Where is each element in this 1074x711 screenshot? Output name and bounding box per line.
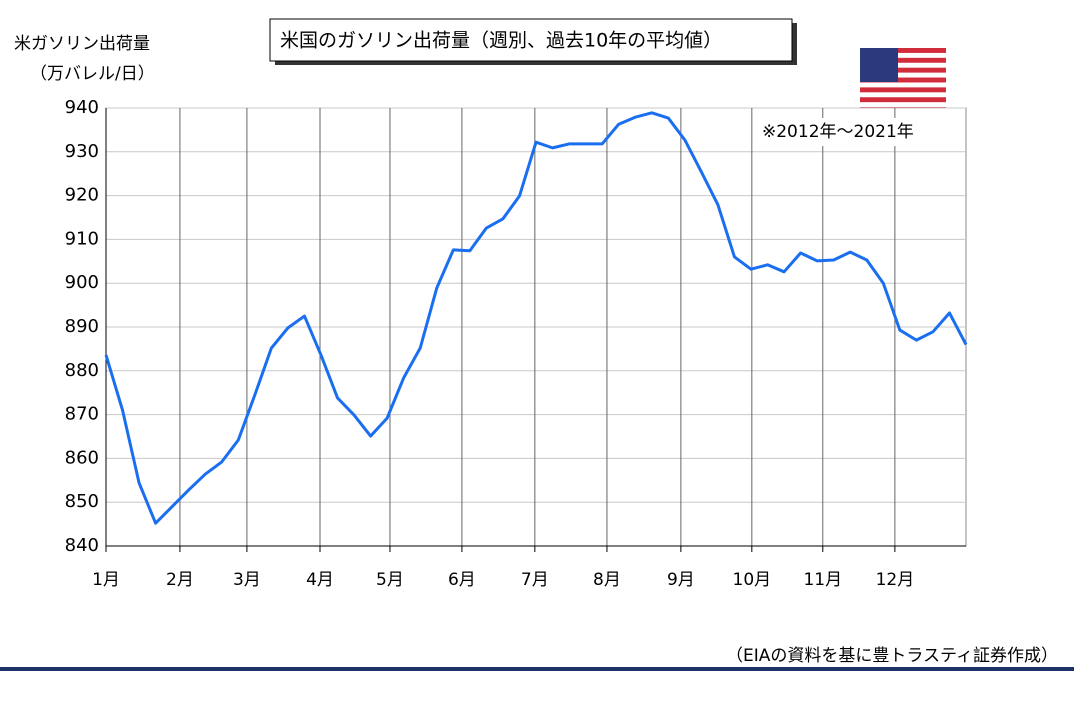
title-box xyxy=(269,18,793,62)
flag-stripe xyxy=(860,97,946,103)
flag-stripe xyxy=(860,67,946,73)
x-tick-label: 10月 xyxy=(733,570,772,590)
source: （EIAの資料を基に豊トラスティ証券作成） xyxy=(726,646,1058,666)
x-tick-label: 2月 xyxy=(166,570,194,590)
footer-rule xyxy=(0,667,1074,671)
chart-title: 米国のガソリン出荷量（週別、過去10年の平均値） xyxy=(280,30,722,52)
x-tick-label: 4月 xyxy=(306,570,334,590)
flag-stripe xyxy=(860,48,946,53)
y-tick-label: 850 xyxy=(65,491,99,512)
x-tick-label: 6月 xyxy=(448,570,476,590)
y-label: （万バレル/日） xyxy=(30,64,155,84)
flag-canton xyxy=(860,48,898,82)
y-tick-label: 920 xyxy=(65,185,99,206)
x-tick-label: 11月 xyxy=(803,570,842,590)
x-tick-label: 7月 xyxy=(521,570,549,590)
y-tick-label: 860 xyxy=(65,447,99,468)
y-tick-label: 940 xyxy=(65,97,99,118)
series-line xyxy=(104,111,968,525)
y-tick-label: 840 xyxy=(65,535,99,556)
y-tick-label: 890 xyxy=(65,316,99,337)
y-tick-label: 900 xyxy=(65,272,99,293)
y-tick-label: 870 xyxy=(65,404,99,425)
note-bg xyxy=(770,118,950,146)
y-label: 米ガソリン出荷量 xyxy=(14,34,150,54)
flag-stripe xyxy=(860,77,946,83)
x-tick-label: 3月 xyxy=(233,570,261,590)
y-tick-label: 930 xyxy=(65,141,99,162)
y-tick-label: 910 xyxy=(65,228,99,249)
x-tick-label: 5月 xyxy=(376,570,404,590)
x-tick-label: 1月 xyxy=(92,570,120,590)
x-tick-label: 9月 xyxy=(667,570,695,590)
x-tick-label: 12月 xyxy=(876,570,915,590)
flag-stripe xyxy=(860,57,946,63)
note: ※2012年～2021年 xyxy=(762,122,914,142)
plot: 840 850 860 870 880 890 900 910 920 930 940 1月 2月 3月 4… xyxy=(65,97,968,590)
flag-stripe xyxy=(860,87,946,93)
y-tick-label: 880 xyxy=(65,360,99,381)
x-tick-label: 8月 xyxy=(593,570,621,590)
flag xyxy=(860,48,946,112)
